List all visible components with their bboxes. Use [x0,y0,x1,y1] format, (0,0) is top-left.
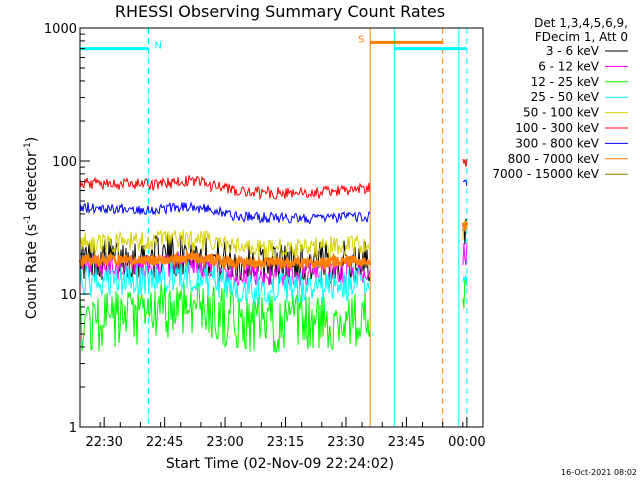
legend-label-3: 12 - 25 keV [531,75,600,89]
x-tick-label-2: 22:45 [146,435,183,450]
x-tick-label-5: 23:30 [327,435,364,450]
legend: Det 1,3,4,5,6,9, FDecim 1, Att 0 3 - 6 k… [492,16,628,181]
series-segment [79,282,371,354]
series-300-800kev-line [79,179,468,225]
x-tick-label-6: 23:45 [388,435,425,450]
x-tick-label-1: 22:30 [85,435,122,450]
series-segment [462,243,468,266]
legend-label-7: 300 - 800 keV [515,136,599,150]
legend-label-8: 800 - 7000 keV [508,152,600,166]
x-tick-label-3: 23:00 [206,435,243,450]
series-50-100kev-line [79,220,468,261]
flag-label-2: S [358,34,364,45]
y-axis-label-text: Count Rate (s [24,224,40,319]
series-segment [462,158,468,168]
x-tick-label-7: 00:00 [448,435,485,450]
flag-label-1: N [155,41,162,52]
series-segment [79,259,371,305]
series-segment [79,201,371,225]
series-segment [462,179,468,187]
legend-header-line-2: FDecim 1, Att 0 [535,30,628,44]
legend-label-5: 50 - 100 keV [523,106,600,120]
series-25-50kev-line [79,259,468,305]
legend-label-9: 7000 - 15000 keV [492,167,599,181]
legend-label-6: 100 - 300 keV [515,121,599,135]
series-segment [462,275,468,287]
series-100-300kev-line [79,158,468,201]
series-3-6kev-line [79,218,468,285]
y-tick-label-1: 1 [69,421,77,436]
generation-timestamp: 16-Oct-2021 08:02 [561,468,637,477]
y-axis-label-end: ) [24,137,40,142]
series-segment [78,248,372,271]
y-tick-label-2: 10 [60,288,77,303]
plot-frame [79,27,484,428]
y-axis-label-middle: detector [24,151,40,215]
y-axis-label-exponent: -1 [23,215,33,224]
legend-label-1: 3 - 6 keV [546,44,600,58]
legend-label-4: 25 - 50 keV [531,90,600,104]
legend-header-line-1: Det 1,3,4,5,6,9, [534,16,628,30]
chart-title: RHESSI Observing Summary Count Rates [115,2,445,21]
y-axis-label: Count Rate (s-1 detector-1) [23,137,40,319]
y-tick-label-3: 100 [52,155,77,170]
legend-label-2: 6 - 12 keV [538,59,600,73]
series-segment [79,228,371,261]
series-segment [461,221,469,233]
series-segment [79,175,371,201]
x-tick-label-4: 23:15 [267,435,304,450]
series-800-7000kev-line [78,221,469,271]
y-axis-label-exponent-2: -1 [23,142,33,151]
x-axis-label: Start Time (02-Nov-09 22:24:02) [166,456,394,472]
y-tick-label-4: 1000 [44,22,77,37]
